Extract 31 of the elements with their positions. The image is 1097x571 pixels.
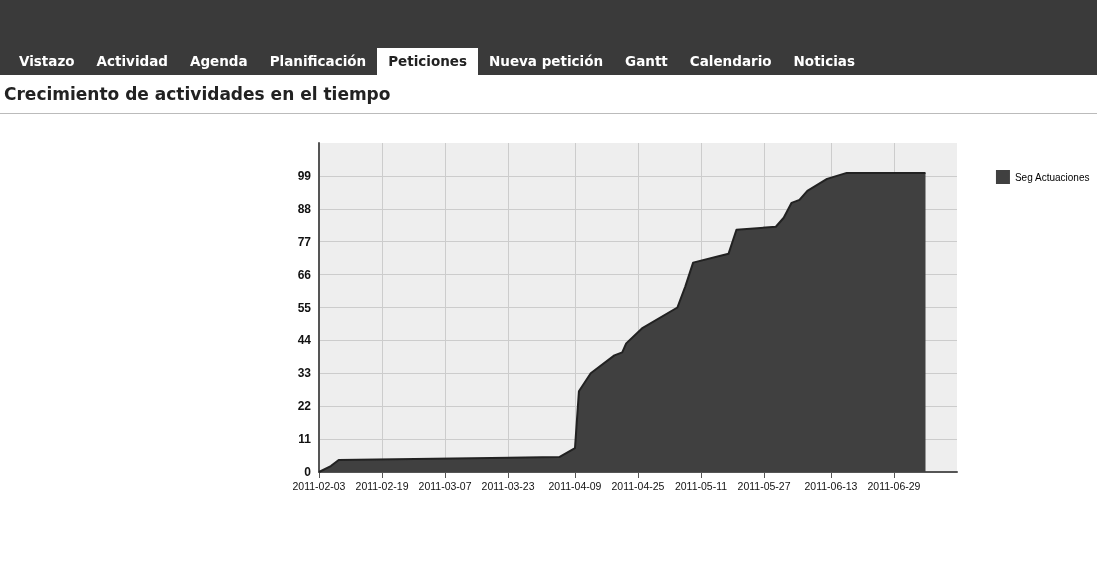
y-tick-label: 66 [297,267,312,282]
x-tick-label: 2011-05-11 [674,479,728,492]
text: Vistazo [18,52,76,71]
x-tick-label: 2011-06-13 [804,479,858,492]
text: Nueva petición [488,52,605,71]
y-tick-label: 44 [297,333,312,348]
y-tick-label: 88 [297,201,312,216]
text: Gantt [624,52,669,71]
x-tick-label: 2011-06-29 [867,479,921,492]
text: Planificación [268,52,368,71]
chart-title: Crecimiento de actividades en el tiempo [4,84,391,104]
x-tick-label: 2011-03-07 [418,479,472,492]
y-tick-label: 22 [297,399,312,414]
text: Noticias [792,52,856,71]
y-tick-label: 55 [297,300,312,315]
text: Agenda [189,52,249,71]
y-tick-label: 99 [297,168,312,183]
text: Calendario [688,52,773,71]
text: Peticiones [377,48,478,75]
x-tick-label: 2011-04-25 [611,479,665,492]
x-tick-label: 2011-03-23 [481,479,535,492]
x-tick-label: 2011-05-27 [737,479,791,492]
x-tick-label: 2011-02-19 [355,479,409,492]
y-tick-label: 77 [297,234,312,249]
y-tick-label: 11 [298,432,312,447]
x-tick-label: 2011-02-03 [292,479,346,492]
text: Actividad [95,52,169,71]
x-tick-label: 2011-04-09 [548,479,602,492]
y-tick-label: 0 [304,465,312,479]
legend-label: Seg Actuaciones [1014,171,1090,183]
y-tick-label: 33 [297,366,312,381]
